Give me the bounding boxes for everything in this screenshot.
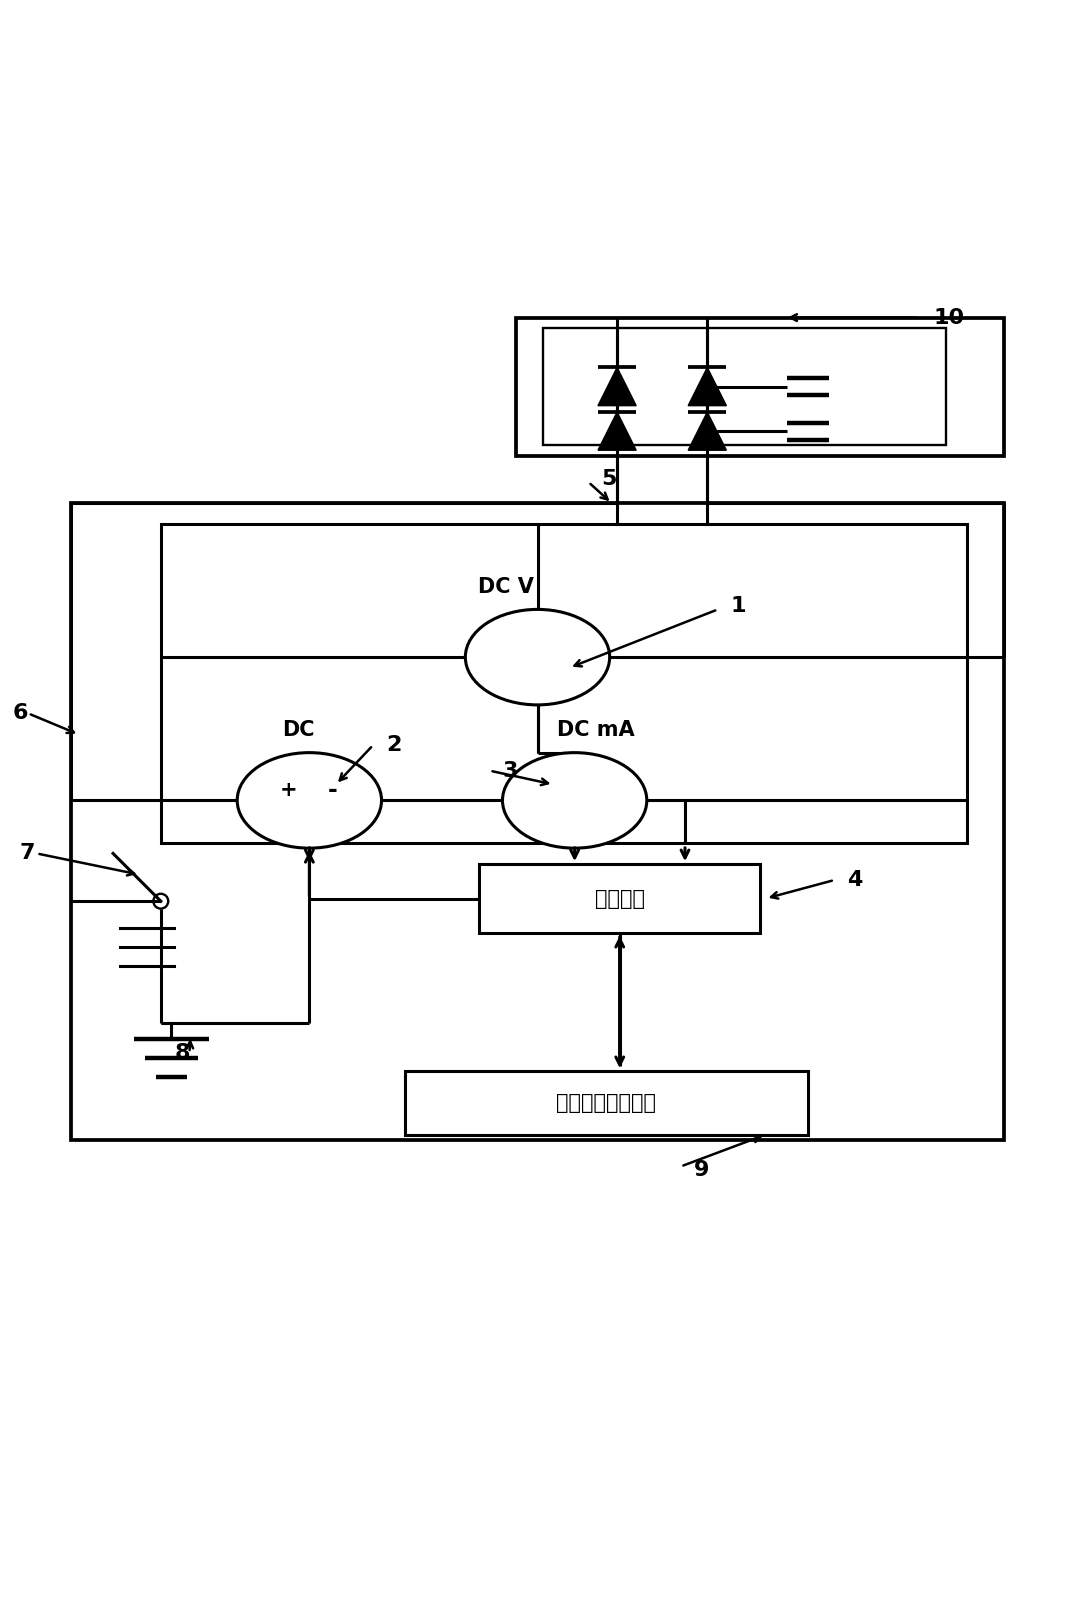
Text: 10: 10 (933, 308, 964, 328)
Polygon shape (688, 368, 727, 406)
Text: 7: 7 (19, 843, 35, 863)
Text: 5: 5 (601, 469, 617, 488)
Bar (516, 318, 1004, 456)
Text: 3: 3 (502, 761, 518, 780)
Bar (479, 865, 760, 933)
Text: -: - (328, 779, 338, 801)
Text: 9: 9 (693, 1160, 708, 1179)
Bar (543, 328, 946, 444)
Text: DC mA: DC mA (557, 720, 634, 740)
Text: 上位机和测试模块: 上位机和测试模块 (557, 1093, 657, 1113)
Text: 8: 8 (174, 1043, 190, 1062)
Text: DC V: DC V (477, 577, 533, 597)
Text: 信号处理: 信号处理 (594, 889, 645, 908)
Text: 4: 4 (847, 869, 863, 890)
Text: 1: 1 (731, 597, 746, 616)
Bar (161, 524, 968, 843)
Polygon shape (688, 412, 727, 451)
Ellipse shape (502, 753, 647, 848)
Text: 2: 2 (386, 735, 401, 756)
Text: DC: DC (283, 720, 315, 740)
Bar (405, 1071, 808, 1135)
Ellipse shape (238, 753, 382, 848)
Polygon shape (598, 412, 636, 451)
Ellipse shape (465, 610, 610, 706)
Polygon shape (598, 368, 636, 406)
Text: 6: 6 (12, 704, 28, 723)
Bar (71, 503, 1004, 1140)
Text: +: + (280, 780, 297, 800)
